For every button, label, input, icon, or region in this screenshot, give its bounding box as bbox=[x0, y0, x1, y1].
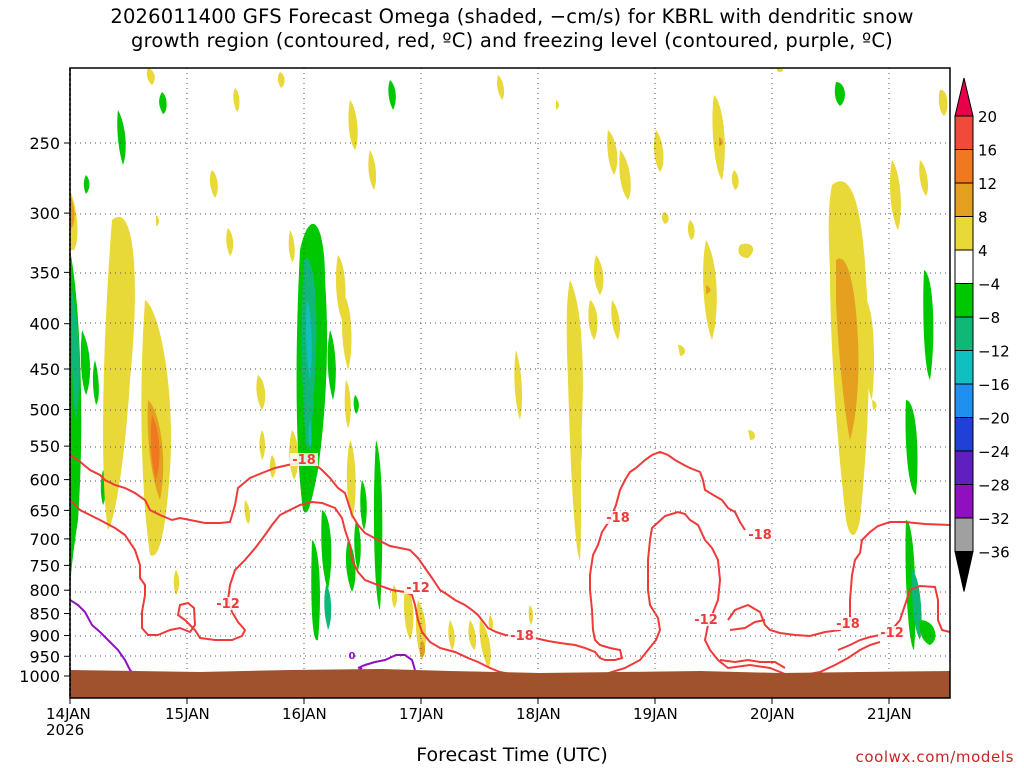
chart-title-line-1: 2026011400 GFS Forecast Omega (shaded, −… bbox=[110, 5, 914, 28]
colorbar-tick-label: −20 bbox=[978, 410, 1010, 428]
colorbar-segment bbox=[954, 149, 974, 184]
x-tick-label: 17JAN bbox=[399, 705, 444, 723]
plot-area bbox=[70, 68, 950, 698]
colorbar: 20 16 12 8 4 −4 −8 −12 −16 −20 −24 −28 −32 −36 bbox=[954, 77, 1010, 592]
contour-label-bg bbox=[508, 629, 536, 642]
contour-label: -18 bbox=[292, 453, 316, 468]
x-tick-label: 15JAN bbox=[165, 705, 210, 723]
colorbar-tick-label: 16 bbox=[978, 142, 997, 160]
contour-label-bg bbox=[692, 613, 720, 626]
colorbar-tick-label: −36 bbox=[978, 544, 1010, 562]
y-tick-label: 700 bbox=[29, 530, 60, 549]
x-axis-year-label: 2026 bbox=[46, 721, 85, 739]
contour-line bbox=[70, 599, 137, 677]
colorbar-segment bbox=[954, 316, 974, 351]
colorbar-segment bbox=[954, 216, 974, 251]
y-tick-label: 1000 bbox=[19, 667, 60, 686]
contour-line bbox=[357, 654, 416, 671]
chart-title-line-2: growth region (contoured, red, ºC) and f… bbox=[131, 29, 893, 52]
contour-label: -12 bbox=[694, 613, 718, 628]
y-tick-label: 550 bbox=[29, 437, 60, 456]
y-tick-label: 950 bbox=[29, 647, 60, 666]
contour-label: -18 bbox=[606, 511, 630, 526]
colorbar-bottom-arrow bbox=[954, 551, 974, 592]
y-tick-label: 250 bbox=[29, 134, 60, 153]
colorbar-tick-label: −24 bbox=[978, 443, 1010, 461]
colorbar-top-arrow bbox=[954, 77, 974, 117]
colorbar-segment bbox=[954, 283, 974, 318]
y-tick-label: 300 bbox=[29, 204, 60, 223]
x-axis: 14JAN 15JAN 16JAN 17JAN 18JAN 19JAN 20JAN 21JAN bbox=[46, 698, 912, 723]
colorbar-segment bbox=[954, 484, 974, 519]
colorbar-segment bbox=[954, 417, 974, 452]
colorbar-segment bbox=[954, 450, 974, 485]
colorbar-tick-label: 12 bbox=[978, 175, 997, 193]
y-tick-label: 850 bbox=[29, 605, 60, 624]
contour-line bbox=[70, 450, 746, 661]
x-tick-label: 16JAN bbox=[282, 705, 327, 723]
contour-label: -12 bbox=[216, 597, 240, 612]
y-tick-label: 350 bbox=[29, 263, 60, 282]
contour-label-bg bbox=[834, 617, 862, 630]
contour-label-bg bbox=[604, 511, 632, 524]
colorbar-segment bbox=[954, 383, 974, 418]
x-tick-label: 14JAN bbox=[46, 705, 91, 723]
colorbar-segment bbox=[954, 350, 974, 385]
x-tick-label: 19JAN bbox=[633, 705, 678, 723]
y-tick-label: 900 bbox=[29, 626, 60, 645]
colorbar-tick-label: 20 bbox=[978, 108, 997, 126]
y-tick-label: 750 bbox=[29, 556, 60, 575]
x-tick-label: 20JAN bbox=[750, 705, 795, 723]
y-tick-label: 800 bbox=[29, 581, 60, 600]
source-credit: coolwx.com/models bbox=[855, 748, 1014, 766]
y-tick-label: 650 bbox=[29, 501, 60, 520]
colorbar-tick-label: 8 bbox=[978, 209, 988, 227]
colorbar-tick-label: −16 bbox=[978, 376, 1010, 394]
contour-label: 0 bbox=[349, 651, 356, 662]
contour-label: -18 bbox=[836, 617, 860, 632]
x-tick-label: 18JAN bbox=[516, 705, 561, 723]
dgz-contours bbox=[70, 450, 950, 677]
y-axis: 250 300 350 400 450 500 550 600 650 700 750 800 850 9… bbox=[19, 134, 70, 686]
y-tick-label: 600 bbox=[29, 471, 60, 490]
contour-label-bg bbox=[878, 626, 906, 639]
grid-lines bbox=[70, 68, 950, 698]
colorbar-tick-label: −8 bbox=[978, 309, 1000, 327]
colorbar-tick-label: −12 bbox=[978, 343, 1010, 361]
y-tick-label: 400 bbox=[29, 315, 60, 334]
colorbar-segment bbox=[954, 249, 974, 284]
contour-label-bg bbox=[214, 597, 242, 610]
colorbar-segment bbox=[954, 115, 974, 150]
contour-label-bg bbox=[290, 453, 318, 466]
colorbar-tick-label: −32 bbox=[978, 510, 1010, 528]
contour-label-bg bbox=[404, 581, 432, 594]
contour-line bbox=[70, 499, 791, 677]
colorbar-tick-label: −4 bbox=[978, 276, 1000, 294]
colorbar-tick-label: −28 bbox=[978, 477, 1010, 495]
x-tick-label: 21JAN bbox=[867, 705, 912, 723]
contour-label: -18 bbox=[748, 528, 772, 543]
x-axis-label: Forecast Time (UTC) bbox=[416, 744, 608, 766]
contour-labels: -18 -12 -12 -18 -18 -18 -12 -18 -12 0 bbox=[214, 453, 906, 662]
contour-label: -18 bbox=[510, 629, 534, 644]
contour-label: -12 bbox=[406, 581, 430, 596]
contour-line bbox=[837, 584, 950, 651]
contour-line bbox=[719, 658, 786, 669]
y-tick-label: 450 bbox=[29, 360, 60, 379]
contour-line bbox=[729, 619, 766, 631]
ground-terrain bbox=[70, 669, 950, 698]
contour-line bbox=[797, 641, 881, 677]
colorbar-segment bbox=[954, 517, 974, 552]
colorbar-segment bbox=[954, 182, 974, 217]
y-tick-label: 500 bbox=[29, 401, 60, 420]
colorbar-tick-label: 4 bbox=[978, 242, 988, 260]
contour-label: -12 bbox=[880, 626, 904, 641]
contour-label-bg bbox=[746, 528, 774, 541]
